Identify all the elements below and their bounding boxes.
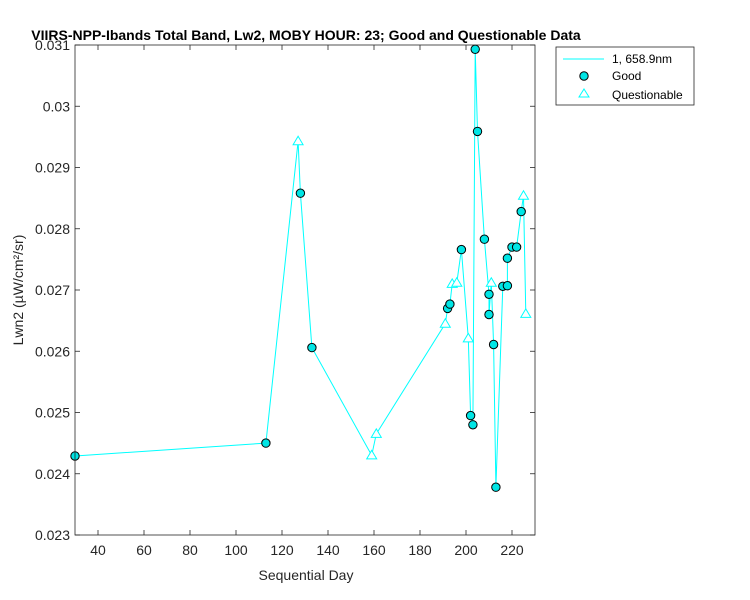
- y-tick-label: 0.025: [35, 405, 70, 421]
- legend-label-questionable: Questionable: [612, 88, 683, 102]
- y-tick-label: 0.031: [35, 37, 70, 53]
- x-tick-label: 220: [500, 542, 524, 558]
- legend-label-line: 1, 658.9nm: [612, 52, 672, 66]
- good-point: [468, 420, 478, 430]
- good-point: [479, 234, 490, 244]
- good-point: [465, 410, 476, 421]
- good-point: [502, 253, 513, 263]
- good-point: [484, 309, 494, 320]
- series-layer: [70, 44, 532, 492]
- questionable-point: [370, 427, 383, 438]
- x-tick-label: 100: [224, 542, 248, 558]
- x-tick-label: 140: [316, 542, 340, 558]
- legend-box: [555, 46, 695, 106]
- y-tick-label: 0.03: [43, 98, 70, 114]
- legend: 1, 658.9nm Good Questionable: [555, 46, 695, 106]
- questionable-point: [365, 449, 378, 460]
- legend-marker-questionable: [578, 88, 590, 98]
- x-tick-label: 180: [408, 542, 432, 558]
- y-tick-label: 0.024: [35, 466, 70, 482]
- y-tick-label: 0.023: [35, 527, 70, 543]
- legend-label-good: Good: [612, 69, 641, 83]
- x-tick-label: 40: [90, 542, 106, 558]
- x-tick-label: 200: [454, 542, 478, 558]
- questionable-point: [517, 189, 530, 200]
- good-point: [470, 44, 480, 54]
- good-point: [456, 244, 467, 255]
- x-tick-label: 120: [270, 542, 294, 558]
- x-tick-label: 160: [362, 542, 386, 558]
- good-point: [484, 289, 494, 299]
- legend-marker-good: [579, 71, 589, 81]
- good-point: [516, 206, 526, 217]
- plot-area: [75, 45, 535, 535]
- questionable-point: [450, 276, 463, 287]
- y-tick-label: 0.028: [35, 221, 70, 237]
- questionable-point: [462, 332, 475, 343]
- good-point: [472, 126, 483, 137]
- questionable-point: [439, 317, 452, 328]
- y-tick-label: 0.029: [35, 160, 70, 176]
- x-tick-label: 60: [136, 542, 152, 558]
- good-point: [491, 482, 501, 492]
- y-axis-label: Lwn2 (µW/cm²/sr): [10, 235, 26, 346]
- x-axis-label: Sequential Day: [259, 567, 354, 583]
- axes-layer: 40 60 80 100 120 140 160 180 200 220 0.023 0.024 0.0…: [35, 37, 536, 558]
- good-point: [488, 339, 499, 350]
- good-point: [295, 188, 306, 198]
- y-tick-label: 0.027: [35, 282, 70, 298]
- questionable-point: [292, 135, 304, 146]
- chart-title: VIIRS-NPP-Ibands Total Band, Lw2, MOBY H…: [31, 27, 581, 43]
- good-point: [445, 299, 455, 309]
- good-point: [307, 342, 317, 353]
- good-point: [502, 281, 513, 291]
- questionable-point: [519, 307, 532, 318]
- good-point: [261, 438, 271, 448]
- good-point: [511, 242, 522, 252]
- x-tick-label: 80: [182, 542, 198, 558]
- y-tick-label: 0.026: [35, 343, 70, 359]
- questionable-point: [485, 276, 498, 287]
